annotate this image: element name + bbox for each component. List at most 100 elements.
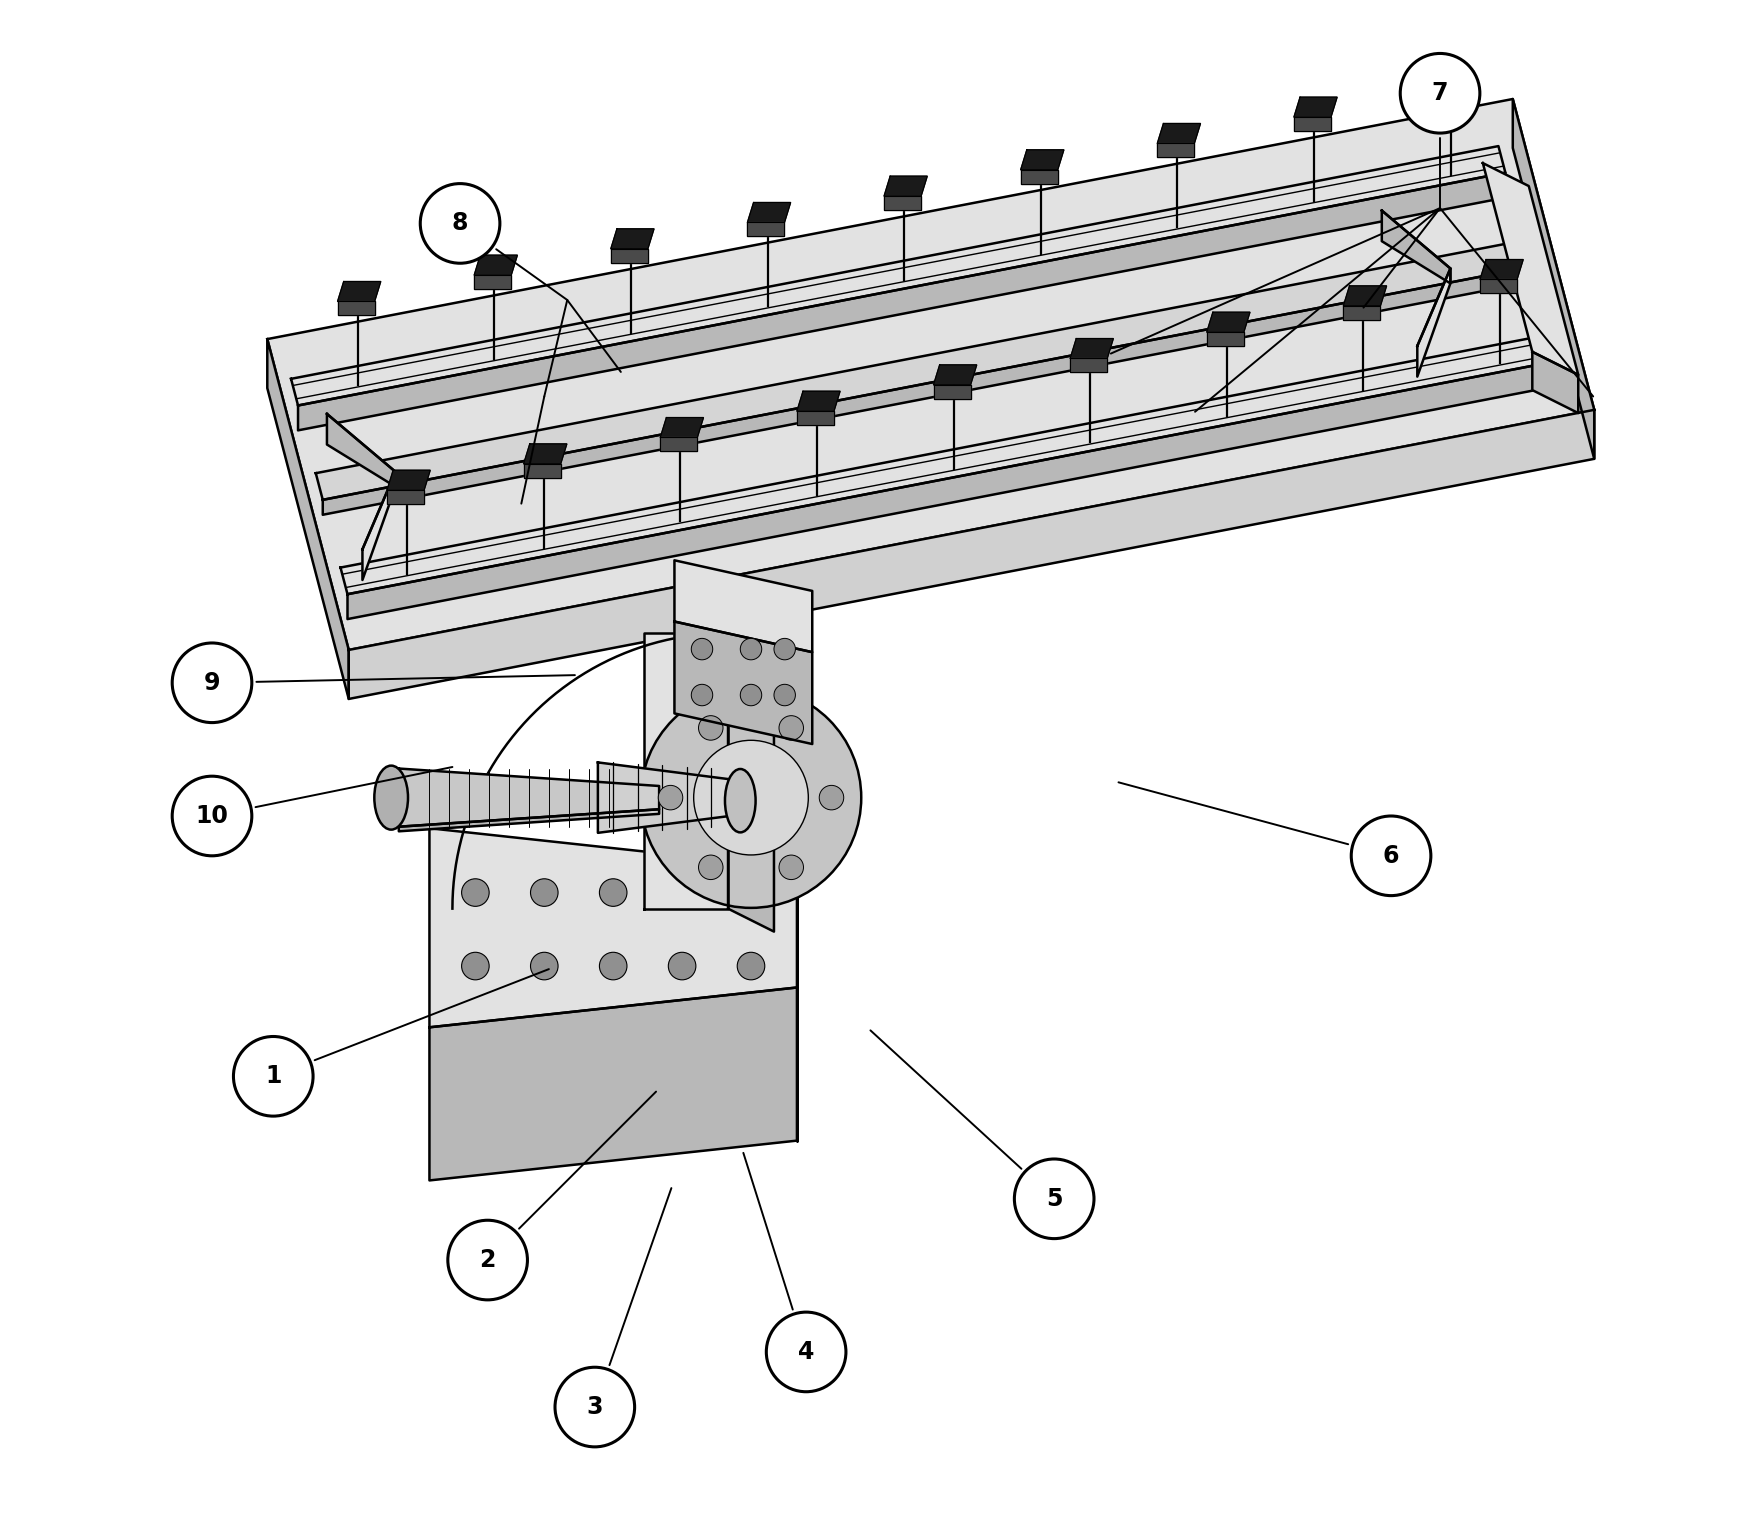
Circle shape (779, 854, 804, 879)
Polygon shape (1483, 163, 1578, 374)
Polygon shape (1343, 285, 1387, 305)
Circle shape (779, 716, 804, 741)
Polygon shape (1020, 170, 1057, 184)
Polygon shape (337, 282, 381, 302)
Polygon shape (398, 769, 659, 827)
Circle shape (173, 643, 252, 723)
Circle shape (692, 684, 713, 706)
Circle shape (447, 1220, 528, 1299)
Text: 6: 6 (1384, 844, 1399, 868)
Text: 4: 4 (798, 1339, 814, 1364)
Ellipse shape (374, 765, 409, 830)
Polygon shape (398, 810, 659, 831)
Circle shape (1015, 1160, 1094, 1238)
Polygon shape (267, 339, 349, 700)
Circle shape (819, 785, 844, 810)
Polygon shape (884, 176, 928, 196)
Polygon shape (524, 463, 561, 477)
Polygon shape (1343, 305, 1380, 319)
Polygon shape (337, 302, 374, 316)
Polygon shape (748, 202, 791, 222)
Text: 10: 10 (196, 804, 229, 828)
Circle shape (461, 879, 489, 907)
Polygon shape (473, 275, 512, 288)
Polygon shape (1431, 71, 1474, 91)
Polygon shape (933, 385, 971, 399)
Circle shape (737, 879, 765, 907)
Circle shape (641, 687, 861, 908)
Text: 9: 9 (204, 670, 220, 695)
Polygon shape (1157, 124, 1200, 143)
Polygon shape (797, 391, 840, 411)
Text: 8: 8 (452, 212, 468, 235)
Polygon shape (1431, 91, 1467, 104)
Polygon shape (748, 222, 784, 236)
Circle shape (659, 785, 683, 810)
Circle shape (774, 684, 795, 706)
Polygon shape (1071, 359, 1108, 373)
Circle shape (699, 716, 723, 741)
Polygon shape (323, 267, 1530, 515)
Circle shape (461, 953, 489, 980)
Text: 5: 5 (1046, 1187, 1062, 1210)
Polygon shape (524, 443, 566, 463)
Polygon shape (1480, 259, 1523, 279)
Polygon shape (1417, 268, 1450, 377)
Polygon shape (473, 255, 517, 275)
Polygon shape (1295, 117, 1331, 130)
Circle shape (599, 953, 627, 980)
Polygon shape (1207, 333, 1244, 347)
Polygon shape (348, 362, 1555, 620)
Polygon shape (797, 411, 833, 425)
Circle shape (699, 854, 723, 879)
Polygon shape (884, 196, 921, 210)
Circle shape (599, 879, 627, 907)
Polygon shape (597, 762, 735, 833)
Circle shape (1401, 54, 1480, 133)
Text: 2: 2 (479, 1249, 496, 1272)
Polygon shape (660, 437, 697, 451)
Polygon shape (1020, 150, 1064, 170)
Polygon shape (1071, 339, 1113, 359)
Polygon shape (1513, 100, 1595, 459)
Circle shape (173, 776, 252, 856)
Polygon shape (430, 828, 797, 1028)
Text: 1: 1 (266, 1065, 281, 1088)
Circle shape (767, 1312, 846, 1391)
Ellipse shape (725, 769, 756, 833)
Polygon shape (341, 334, 1555, 594)
Polygon shape (611, 249, 648, 262)
Circle shape (669, 953, 695, 980)
Circle shape (531, 879, 557, 907)
Polygon shape (933, 365, 977, 385)
Circle shape (1350, 816, 1431, 896)
Circle shape (694, 741, 809, 854)
Polygon shape (362, 472, 395, 580)
Polygon shape (267, 100, 1595, 650)
Polygon shape (611, 229, 653, 249)
Polygon shape (1295, 97, 1336, 117)
Polygon shape (1382, 210, 1450, 284)
Polygon shape (728, 634, 774, 931)
Polygon shape (1532, 351, 1578, 413)
Circle shape (774, 638, 795, 660)
Polygon shape (430, 988, 797, 1181)
Text: 3: 3 (587, 1394, 603, 1419)
Polygon shape (1157, 143, 1195, 158)
Circle shape (556, 1367, 634, 1447)
Circle shape (234, 1037, 313, 1117)
Polygon shape (645, 634, 728, 908)
Polygon shape (1207, 313, 1249, 333)
Polygon shape (660, 417, 704, 437)
Circle shape (669, 879, 695, 907)
Circle shape (737, 953, 765, 980)
Polygon shape (299, 173, 1506, 431)
Circle shape (741, 684, 762, 706)
Polygon shape (674, 560, 812, 652)
Circle shape (692, 638, 713, 660)
Polygon shape (388, 491, 425, 505)
Polygon shape (327, 414, 395, 486)
Polygon shape (1480, 279, 1516, 293)
Polygon shape (292, 146, 1506, 405)
Polygon shape (674, 621, 812, 744)
